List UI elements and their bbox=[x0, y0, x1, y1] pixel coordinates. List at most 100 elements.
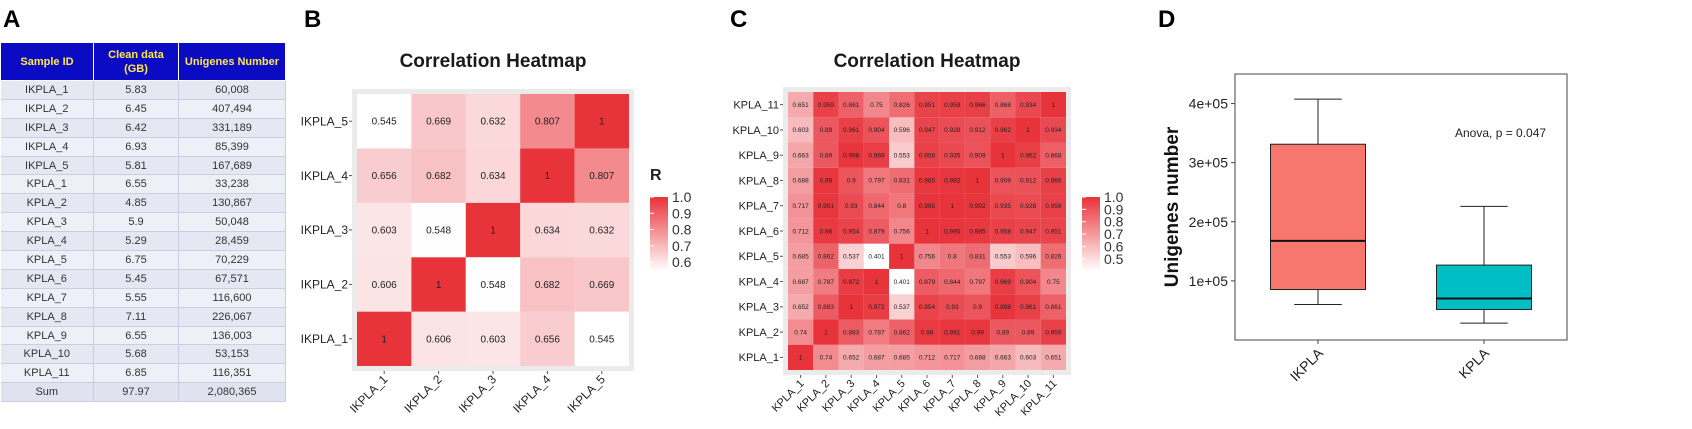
cell-value: 0.991 bbox=[944, 329, 961, 336]
heatmap-cell bbox=[1040, 142, 1066, 168]
heatmap-cell bbox=[788, 344, 814, 370]
heatmap-cell bbox=[411, 257, 466, 312]
heatmap-title: Correlation Heatmap bbox=[400, 51, 587, 72]
y-tick-label: KPLA_5 bbox=[739, 251, 779, 263]
unigenes-cell: 33,238 bbox=[178, 174, 286, 195]
heatmap-cell bbox=[357, 311, 412, 366]
cell-value: 0.947 bbox=[919, 127, 936, 134]
cell-value: 0.603 bbox=[372, 226, 397, 237]
unigenes-cell: 130,867 bbox=[178, 193, 286, 214]
clean-data-cell: 5.29 bbox=[93, 231, 179, 252]
heatmap-cell bbox=[1040, 92, 1066, 118]
cell-value: 0.596 bbox=[1020, 254, 1037, 261]
cell-value: 0.603 bbox=[792, 127, 809, 134]
heatmap-cell bbox=[1040, 294, 1066, 320]
heatmap-cell bbox=[964, 142, 991, 168]
heatmap-cell bbox=[863, 243, 890, 269]
cell-value: 0.969 bbox=[995, 279, 1012, 286]
heatmap-cell bbox=[1015, 243, 1041, 269]
cell-value: 0.712 bbox=[919, 355, 936, 362]
table-row: IKPLA_1 5.83 60,008 bbox=[0, 80, 286, 100]
y-tick-label: KPLA_9 bbox=[739, 150, 779, 162]
heatmap-cell bbox=[863, 218, 890, 244]
heatmap-cell bbox=[889, 243, 915, 269]
cell-value: 0.862 bbox=[818, 254, 835, 261]
cell-value: 0.687 bbox=[792, 279, 809, 286]
heatmap-cell bbox=[838, 193, 864, 219]
table-row: KPLA_2 4.85 130,867 bbox=[0, 193, 286, 214]
cell-value: 0.634 bbox=[480, 171, 505, 182]
cell-value: 0.972 bbox=[868, 304, 885, 311]
clean-data-cell: 6.55 bbox=[93, 174, 179, 195]
sample-id-cell: IKPLA_4 bbox=[0, 137, 94, 157]
cell-value: 0.909 bbox=[995, 178, 1012, 185]
heatmap-cell bbox=[788, 142, 814, 168]
unigenes-cell: 85,399 bbox=[178, 137, 286, 157]
cell-value: 0.961 bbox=[1020, 304, 1037, 311]
sample-id-cell: IKPLA_1 bbox=[0, 80, 94, 100]
table-row: KPLA_1 6.55 33,238 bbox=[0, 174, 286, 195]
cell-value: 0.951 bbox=[919, 102, 936, 109]
boxplot-unigenes: Unigenes number 1e+05 2e+05 3e+05 4e+05 IKPLA… bbox=[1162, 73, 1568, 384]
heatmap-cell bbox=[1015, 117, 1041, 143]
cell-value: 0.912 bbox=[1020, 178, 1037, 185]
heatmap-cell bbox=[813, 294, 839, 320]
legend-tick-label: 0.8 bbox=[1104, 214, 1124, 230]
cell-value: 0.787 bbox=[818, 279, 835, 286]
heatmap-cell bbox=[964, 319, 991, 345]
cell-value: 0.537 bbox=[894, 304, 911, 311]
cell-value: 0.93 bbox=[946, 304, 959, 311]
heatmap-cell bbox=[520, 148, 575, 203]
heatmap-cell bbox=[889, 167, 915, 194]
heatmap-cell bbox=[990, 243, 1016, 269]
cell-value: 0.797 bbox=[969, 279, 986, 286]
heatmap-cell bbox=[813, 92, 839, 118]
legend-tick-label: 0.6 bbox=[672, 254, 692, 270]
cell-value: 0.663 bbox=[995, 355, 1012, 362]
heatmap-cell bbox=[1015, 92, 1041, 118]
table-row: KPLA_3 5.9 50,048 bbox=[0, 212, 286, 233]
cell-value: 0.904 bbox=[868, 127, 885, 134]
cell-value: 1 bbox=[824, 329, 828, 336]
cell-value: 0.89 bbox=[820, 127, 833, 134]
heatmap-cell bbox=[813, 167, 839, 194]
heatmap-cell bbox=[964, 294, 991, 320]
cell-value: 0.652 bbox=[843, 355, 860, 362]
table-header-row: Sample ID Clean data (GB) Unigenes Numbe… bbox=[0, 42, 286, 81]
heatmap-ikpla: Correlation Heatmap 1 0.606 0.603 0.656 0.545… bbox=[301, 51, 692, 416]
sample-id-cell: KPLA_2 bbox=[0, 193, 94, 214]
cell-value: 0.883 bbox=[843, 329, 860, 336]
header-sample-id: Sample ID bbox=[0, 42, 94, 81]
heatmap-cell bbox=[964, 167, 991, 194]
heatmap-cell bbox=[914, 218, 940, 244]
unigenes-cell: 116,600 bbox=[178, 288, 286, 308]
heatmap-kpla: Correlation Heatmap 1 0.74 0.652 0.687 0.685 0… bbox=[733, 51, 1124, 419]
heatmap-cell bbox=[1040, 243, 1066, 269]
cell-value: 0.669 bbox=[426, 117, 451, 128]
cell-value: 0.934 bbox=[1045, 127, 1062, 134]
unigenes-cell: 226,067 bbox=[178, 307, 286, 327]
heatmap-cell bbox=[1040, 117, 1066, 143]
panel-label-a: A bbox=[3, 6, 21, 33]
cell-value: 0.868 bbox=[995, 102, 1012, 109]
cell-value: 0.75 bbox=[1047, 279, 1060, 286]
y-tick-label: 2e+05 bbox=[1189, 214, 1229, 230]
x-tick-label: KPLA bbox=[1455, 344, 1492, 381]
heatmap-cell bbox=[1015, 319, 1041, 345]
heatmap-cell bbox=[914, 117, 940, 143]
cell-value: 0.826 bbox=[894, 102, 911, 109]
unigenes-cell: 167,689 bbox=[178, 156, 286, 176]
table-row: IKPLA_2 6.45 407,494 bbox=[0, 99, 286, 119]
table-row: KPLA_5 6.75 70,229 bbox=[0, 250, 286, 270]
heatmap-cell bbox=[411, 94, 466, 149]
clean-data-cell: 6.85 bbox=[93, 363, 179, 384]
cell-value: 0.663 bbox=[792, 152, 809, 159]
heatmap-cell bbox=[939, 218, 965, 244]
heatmap-cell bbox=[813, 268, 839, 295]
unigenes-cell: 50,048 bbox=[178, 212, 286, 233]
heatmap-cell bbox=[520, 94, 575, 149]
clean-data-cell: 6.55 bbox=[93, 326, 179, 346]
heatmap-cell bbox=[1015, 294, 1041, 320]
cell-value: 0.656 bbox=[535, 334, 560, 345]
cell-value: 0.991 bbox=[818, 203, 835, 210]
